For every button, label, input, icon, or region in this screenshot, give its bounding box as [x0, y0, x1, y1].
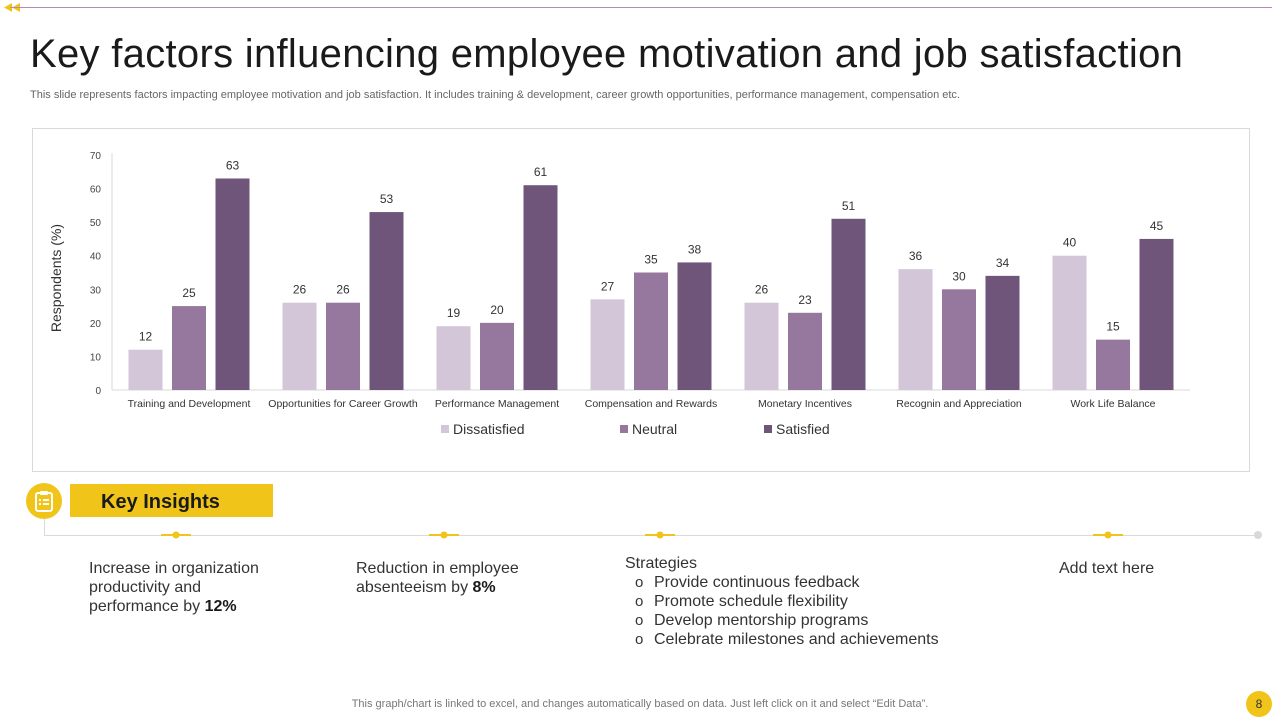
timeline-marker [429, 531, 459, 539]
y-tick-label: 70 [90, 151, 102, 162]
x-tick-label: Training and Development [128, 398, 251, 410]
data-label: 26 [293, 283, 307, 297]
chart-frame[interactable] [32, 128, 1250, 472]
bar-satisfied [831, 218, 866, 390]
data-label: 23 [798, 293, 812, 307]
data-label: 25 [182, 286, 196, 300]
page-title: Key factors influencing employee motivat… [30, 32, 1184, 76]
x-tick-label: Opportunities for Career Growth [268, 398, 418, 410]
bar-satisfied [1139, 238, 1174, 390]
bar-satisfied [985, 275, 1020, 390]
footer-note: This graph/chart is linked to excel, and… [351, 698, 929, 710]
data-label: 53 [380, 192, 394, 206]
page-number: 8 [1246, 691, 1272, 717]
data-label: 30 [952, 269, 966, 283]
y-tick-label: 30 [90, 285, 102, 296]
timeline-marker [1093, 531, 1123, 539]
y-tick-label: 20 [90, 319, 102, 330]
timeline-marker [645, 531, 675, 539]
strategies-heading: Strategies [625, 555, 698, 572]
x-tick-label: Monetary Incentives [758, 398, 852, 410]
bar-neutral [634, 272, 668, 390]
bar-dissatisfied [590, 299, 625, 390]
data-label: 12 [139, 330, 153, 344]
bar-satisfied [369, 212, 404, 390]
bar-neutral [1096, 339, 1130, 390]
data-label: 63 [226, 159, 240, 173]
x-tick-label: Work Life Balance [1070, 398, 1155, 410]
strategy-item: Celebrate milestones and achievements [625, 630, 965, 649]
page-subtitle: This slide represents factors impacting … [30, 89, 960, 101]
timeline-marker [161, 531, 191, 539]
y-tick-label: 60 [90, 185, 102, 196]
data-label: 27 [601, 279, 615, 293]
strategy-item: Develop mentorship programs [625, 611, 965, 630]
insight-text: Reduction in employee absenteeism by [356, 560, 519, 596]
top-rule [10, 7, 1272, 8]
x-tick-label: Recognin and Appreciation [896, 398, 1022, 410]
strategy-item: Promote schedule flexibility [625, 592, 965, 611]
bar-dissatisfied [744, 302, 779, 390]
insight-highlight: 8% [472, 579, 496, 596]
bar-dissatisfied [1052, 255, 1087, 390]
insight-text: Increase in organization productivity an… [89, 560, 259, 615]
insight-highlight: 12% [204, 598, 237, 615]
legend-label: Dissatisfied [453, 421, 525, 437]
data-label: 61 [534, 165, 548, 179]
key-insights-banner [70, 484, 273, 517]
legend-satisfied: Satisfied [764, 421, 830, 437]
legend-swatch [441, 425, 449, 433]
insight-placeholder[interactable]: Add text here [1059, 560, 1155, 577]
legend-label: Satisfied [776, 421, 830, 437]
bar-neutral [480, 322, 514, 390]
data-label: 20 [490, 303, 504, 317]
bar-dissatisfied [898, 269, 933, 390]
legend-label: Neutral [632, 421, 678, 437]
legend-swatch [620, 425, 628, 433]
bar-dissatisfied [128, 349, 163, 390]
data-label: 40 [1063, 236, 1077, 250]
y-axis-label: Respondents (%) [48, 223, 64, 333]
data-label: 26 [336, 283, 350, 297]
insight-absenteeism: Reduction in employee absenteeism by 8% [356, 559, 556, 597]
y-tick-label: 50 [90, 218, 102, 229]
legend-neutral: Neutral [620, 421, 677, 437]
bar-dissatisfied [282, 302, 317, 390]
data-label: 19 [447, 306, 461, 320]
data-label: 26 [755, 283, 769, 297]
legend-swatch [764, 425, 772, 433]
insight-strategies: Strategies Provide continuous feedback P… [625, 554, 965, 649]
data-label: 38 [688, 242, 702, 256]
y-tick-label: 10 [90, 352, 102, 363]
bar-dissatisfied [436, 326, 471, 390]
y-tick-label: 40 [90, 252, 102, 263]
strategy-item: Provide continuous feedback [625, 573, 965, 592]
timeline-connector [44, 519, 45, 536]
insight-productivity: Increase in organization productivity an… [89, 559, 289, 616]
key-insights-label: Key Insights [101, 491, 220, 513]
bar-satisfied [523, 185, 558, 390]
data-label: 35 [644, 253, 658, 267]
timeline-end-dot [1254, 531, 1262, 539]
data-label: 51 [842, 199, 856, 213]
bar-neutral [788, 312, 822, 390]
x-tick-label: Performance Management [435, 398, 559, 410]
bar-satisfied [677, 262, 712, 390]
data-label: 36 [909, 249, 923, 263]
bar-neutral [326, 302, 360, 390]
data-label: 15 [1106, 320, 1120, 334]
legend-dissatisfied: Dissatisfied [441, 421, 525, 437]
strategies-list: Provide continuous feedback Promote sche… [625, 573, 965, 649]
data-label: 45 [1150, 219, 1164, 233]
bar-neutral [172, 306, 206, 390]
bar-satisfied [215, 178, 250, 390]
clipboard-icon [26, 483, 62, 519]
y-tick-label: 0 [95, 386, 101, 397]
data-label: 34 [996, 256, 1010, 270]
x-tick-label: Compensation and Rewards [585, 398, 718, 410]
bar-neutral [942, 289, 976, 390]
